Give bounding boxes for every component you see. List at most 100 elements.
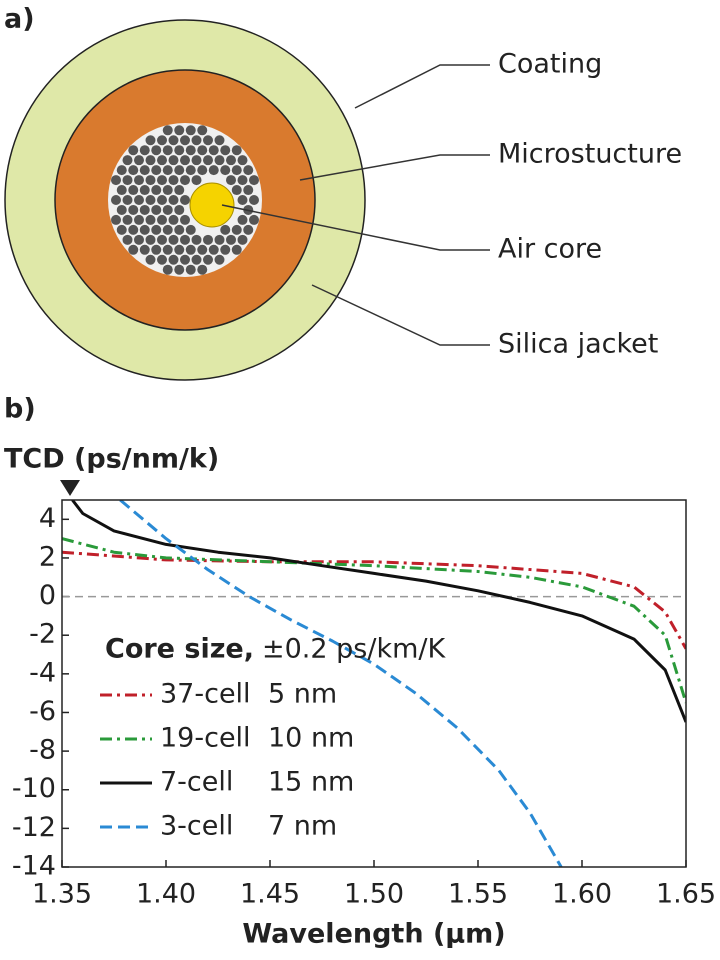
hole (128, 145, 139, 156)
axis-arrow (60, 480, 80, 496)
hole (191, 155, 202, 166)
hole (128, 165, 139, 176)
hole (151, 185, 162, 196)
hole (174, 165, 185, 176)
hole (145, 195, 156, 205)
hole (145, 254, 156, 265)
hole (139, 165, 150, 176)
hole (157, 214, 167, 225)
callout: Air core (498, 234, 602, 265)
hole (139, 224, 150, 235)
legend-accuracy: 10 nm (268, 723, 354, 754)
hole (220, 145, 231, 156)
hole (162, 185, 173, 196)
hole (168, 135, 179, 146)
y-tick-label: -8 (29, 735, 56, 766)
callout-line (299, 154, 490, 181)
hole (157, 175, 167, 186)
x-tick-label: 1.45 (240, 879, 300, 910)
hole (151, 165, 162, 176)
hole (162, 145, 173, 156)
hole (249, 214, 259, 225)
x-axis-label: Wavelength (µm) (242, 919, 505, 950)
legend-accuracy: 7 nm (268, 811, 337, 842)
hole (231, 145, 242, 156)
hole (168, 195, 179, 205)
hole (185, 145, 196, 156)
hole (157, 195, 167, 205)
hole (208, 244, 219, 255)
hole (116, 185, 127, 196)
hole (220, 165, 231, 176)
hole (243, 224, 254, 235)
hole (185, 264, 196, 275)
hole (191, 175, 202, 186)
y-tick-label: -14 (12, 851, 56, 882)
hole (208, 145, 219, 156)
panel-label: a) (4, 4, 35, 35)
x-tick-label: 1.60 (552, 879, 612, 910)
hole (197, 244, 208, 255)
hole (134, 155, 144, 166)
hole (151, 244, 162, 255)
hole (122, 214, 133, 225)
y-tick-label: 2 (39, 541, 56, 572)
legend-label: 19-cell (160, 723, 251, 754)
hole (214, 155, 225, 166)
hole (185, 125, 196, 136)
y-tick-label: -6 (29, 696, 56, 727)
hole (139, 244, 150, 255)
hole (174, 224, 185, 235)
hole (220, 224, 231, 235)
hole (180, 155, 190, 166)
hole (134, 175, 144, 186)
hole (162, 125, 173, 136)
hole (111, 214, 121, 225)
hole (231, 224, 242, 235)
hole (214, 234, 225, 245)
hole (203, 135, 213, 146)
hole (139, 204, 150, 215)
hole (197, 165, 208, 176)
plot-area (62, 500, 686, 867)
hole (139, 145, 150, 156)
line (71, 500, 686, 723)
hole (151, 224, 162, 235)
hole (145, 155, 156, 166)
hole (168, 254, 179, 265)
hole (208, 165, 219, 176)
panel-label: b) (4, 394, 36, 425)
line (62, 550, 686, 650)
hole (237, 175, 248, 186)
hole (111, 175, 121, 186)
hole (122, 234, 133, 245)
hole (174, 145, 185, 156)
hole (203, 155, 213, 166)
line (62, 537, 686, 704)
hole (185, 165, 196, 176)
hole (145, 214, 156, 225)
y-tick-label: -12 (12, 812, 56, 843)
hole (191, 254, 202, 265)
legend-label: 3-cell (160, 811, 233, 842)
hole (226, 155, 236, 166)
hole (243, 185, 254, 196)
hole (168, 214, 179, 225)
hole (249, 195, 259, 205)
legend-accuracy: 5 nm (268, 679, 337, 710)
x-tick-label: 1.50 (344, 879, 404, 910)
hole (162, 204, 173, 215)
hole (139, 185, 150, 196)
callout-line (311, 284, 490, 346)
hole (168, 155, 179, 166)
hole (157, 254, 167, 265)
hole (116, 224, 127, 235)
hole (122, 155, 133, 166)
x-tick-label: 1.55 (448, 879, 508, 910)
x-tick-label: 1.40 (136, 879, 196, 910)
y-tick-label: -4 (29, 657, 56, 688)
hole (174, 244, 185, 255)
fiber-diagram: a) Coating Microstucture Air core Silica… (4, 4, 682, 381)
legend-accuracy: 15 nm (268, 767, 354, 798)
